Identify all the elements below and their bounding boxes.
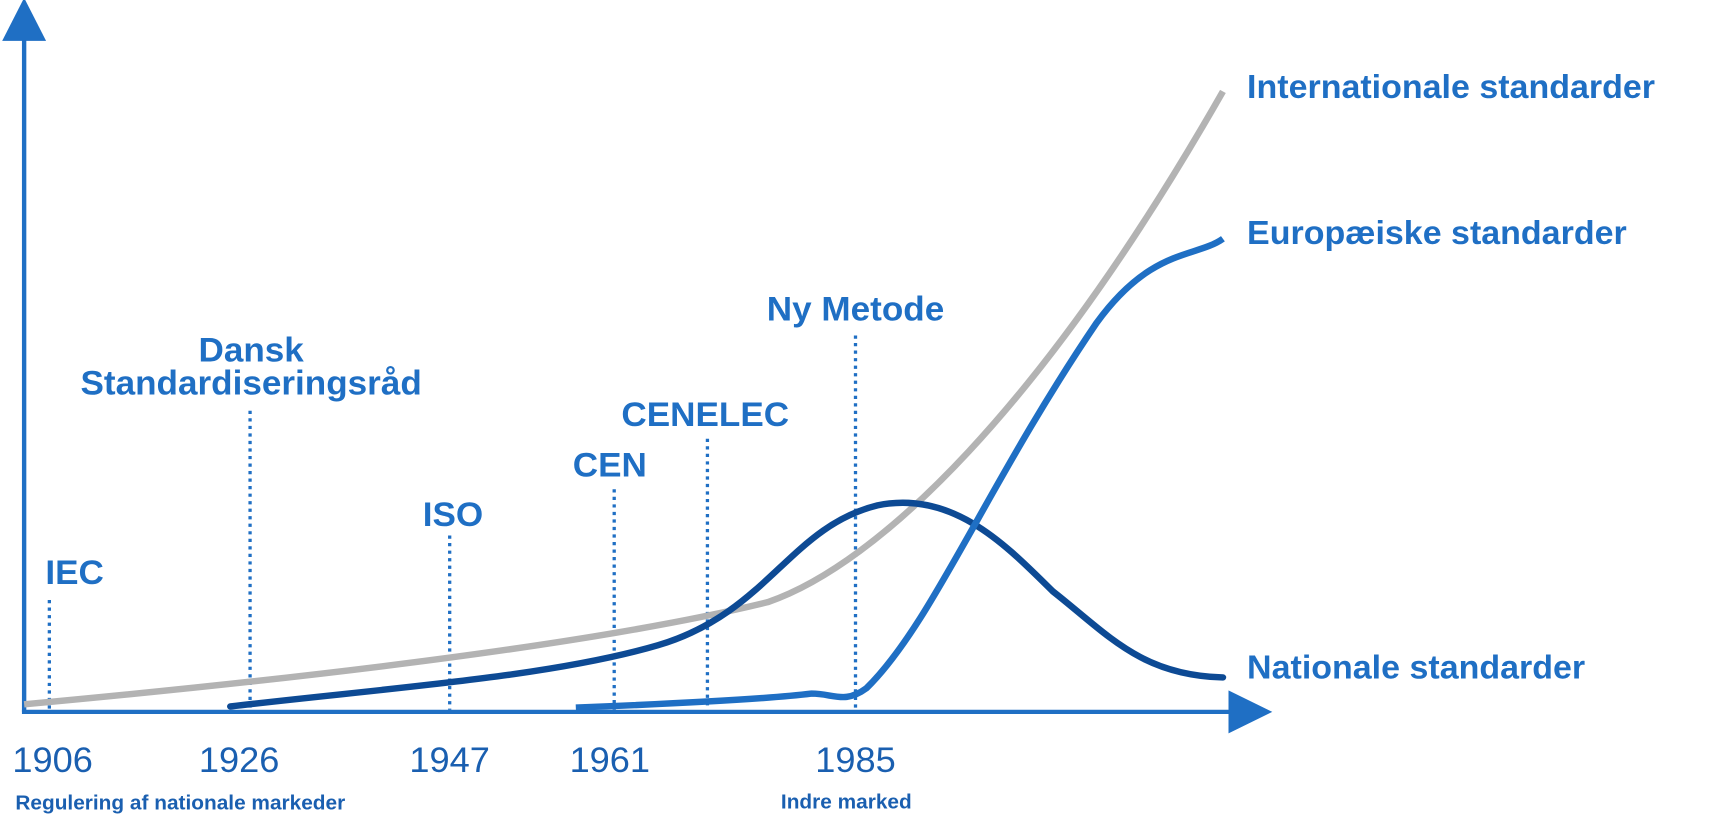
international-curve — [23, 89, 1226, 708]
year-label: 1985 — [815, 740, 896, 780]
event-label: CEN — [573, 447, 647, 485]
year-label: 1906 — [12, 740, 93, 780]
european-curve — [575, 236, 1225, 711]
curve-label: Nationale standarder — [1247, 650, 1585, 687]
national-curve — [227, 499, 1227, 710]
event-label: Dansk — [198, 332, 304, 370]
event-label: Standardiseringsråd — [81, 365, 422, 403]
event-label: IEC — [45, 554, 104, 592]
year-label: 1947 — [409, 740, 490, 780]
curve-label: Internationale standarder — [1247, 69, 1655, 106]
year-label: 1926 — [199, 740, 280, 780]
event-label: Ny Metode — [767, 291, 944, 329]
curve-label: Europæiske standarder — [1247, 215, 1627, 252]
note: Indre marked — [781, 791, 912, 814]
note: Regulering af nationale markeder — [15, 792, 345, 815]
year-label: 1961 — [570, 740, 651, 780]
event-label: CENELEC — [621, 396, 789, 434]
event-label: ISO — [423, 496, 483, 534]
